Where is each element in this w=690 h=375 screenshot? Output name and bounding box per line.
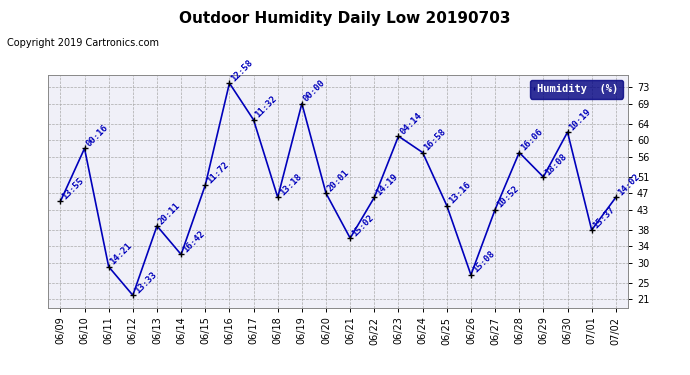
Text: 04:14: 04:14: [398, 111, 424, 136]
Text: 15:37: 15:37: [591, 205, 617, 230]
Text: 15:02: 15:02: [350, 213, 375, 238]
Text: 00:00: 00:00: [302, 78, 327, 104]
Text: 13:16: 13:16: [447, 180, 472, 206]
Text: 14:21: 14:21: [109, 242, 134, 267]
Text: 12:58: 12:58: [229, 58, 255, 83]
Legend: Humidity  (%): Humidity (%): [530, 80, 622, 99]
Text: 10:19: 10:19: [567, 107, 593, 132]
Text: 13:33: 13:33: [132, 270, 158, 295]
Text: 15:08: 15:08: [471, 249, 496, 275]
Text: 13:55: 13:55: [61, 176, 86, 201]
Text: 20:11: 20:11: [157, 201, 182, 226]
Text: 18:08: 18:08: [544, 152, 569, 177]
Text: 11:32: 11:32: [254, 94, 279, 120]
Text: 11:72: 11:72: [206, 160, 230, 185]
Text: 14:02: 14:02: [615, 172, 641, 197]
Text: 16:42: 16:42: [181, 229, 206, 255]
Text: 16:58: 16:58: [422, 127, 448, 153]
Text: 14:19: 14:19: [374, 172, 400, 197]
Text: 10:52: 10:52: [495, 184, 520, 210]
Text: Copyright 2019 Cartronics.com: Copyright 2019 Cartronics.com: [7, 38, 159, 48]
Text: 13:18: 13:18: [277, 172, 303, 197]
Text: 20:01: 20:01: [326, 168, 351, 193]
Text: 16:06: 16:06: [519, 127, 544, 153]
Text: Outdoor Humidity Daily Low 20190703: Outdoor Humidity Daily Low 20190703: [179, 11, 511, 26]
Text: 00:16: 00:16: [85, 123, 110, 148]
